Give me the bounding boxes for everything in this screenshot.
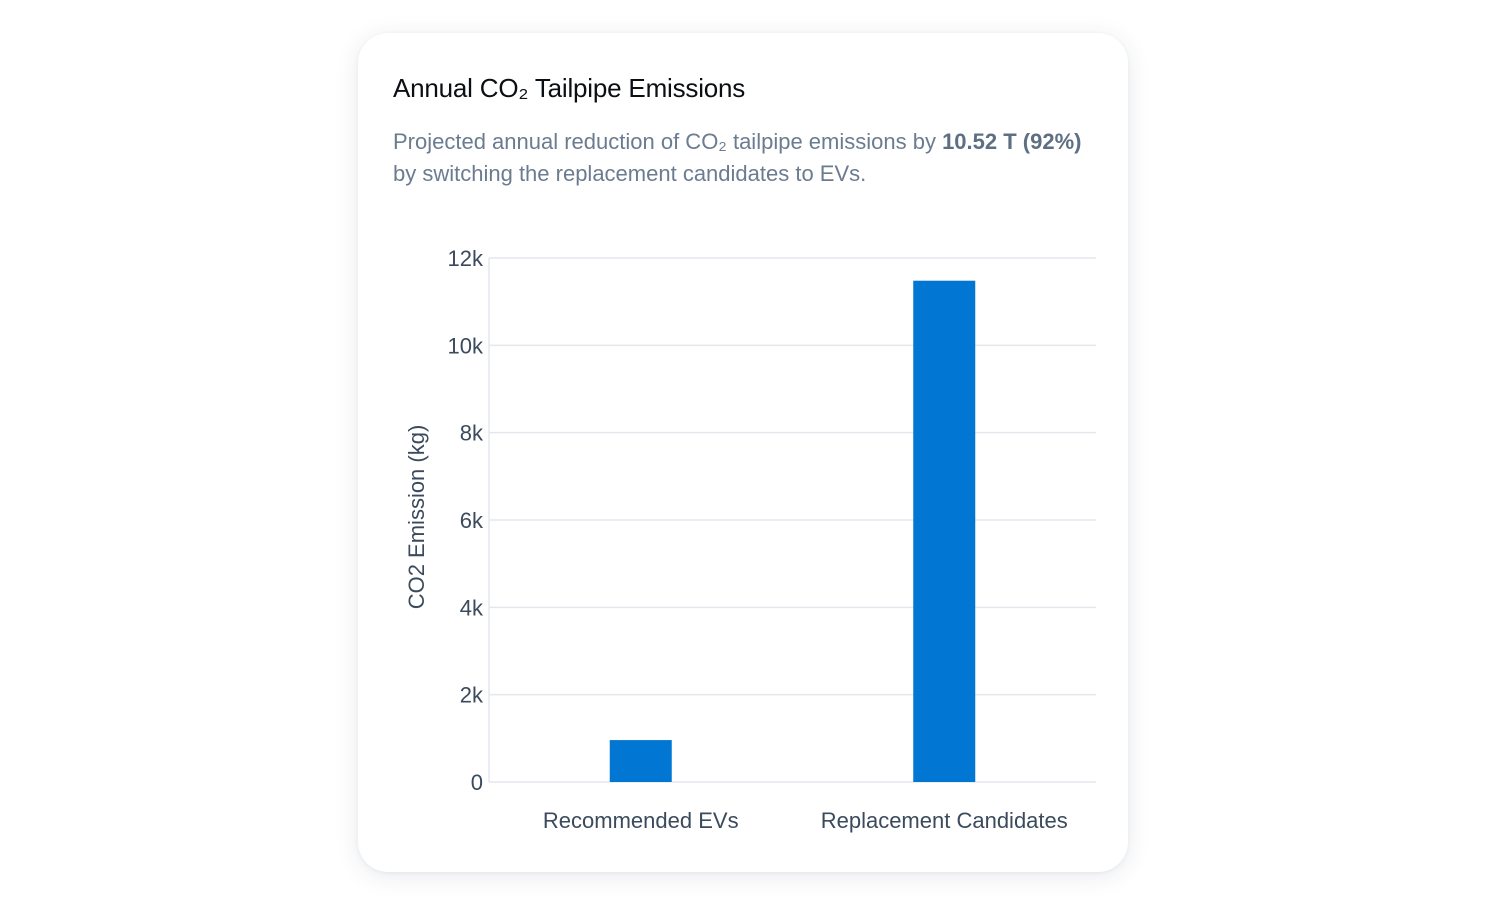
subtitle-text-end: by switching the replacement candidates … — [393, 161, 867, 186]
y-tick-label: 4k — [460, 595, 484, 620]
y-tick-label: 8k — [460, 421, 484, 446]
y-axis-label: CO2 Emission (kg) — [404, 425, 429, 610]
card-subtitle: Projected annual reduction of CO₂ tailpi… — [393, 126, 1093, 190]
card-title: Annual CO₂ Tailpipe Emissions — [393, 73, 746, 103]
y-tick-label: 12k — [448, 246, 484, 271]
subtitle-text: Projected annual reduction of CO₂ tailpi… — [393, 129, 943, 154]
emissions-card: Annual CO₂ Tailpipe Emissions Projected … — [358, 33, 1128, 872]
y-tick-label: 10k — [448, 333, 484, 358]
subtitle-highlight: 10.52 T (92%) — [942, 129, 1082, 154]
y-tick-label: 0 — [471, 770, 483, 795]
bar[interactable] — [609, 740, 672, 782]
y-tick-label: 2k — [460, 683, 484, 708]
x-tick-label: Recommended EVs — [543, 808, 739, 833]
bar[interactable] — [913, 280, 976, 782]
y-tick-label: 6k — [460, 508, 484, 533]
x-tick-label: Replacement Candidates — [821, 808, 1068, 833]
